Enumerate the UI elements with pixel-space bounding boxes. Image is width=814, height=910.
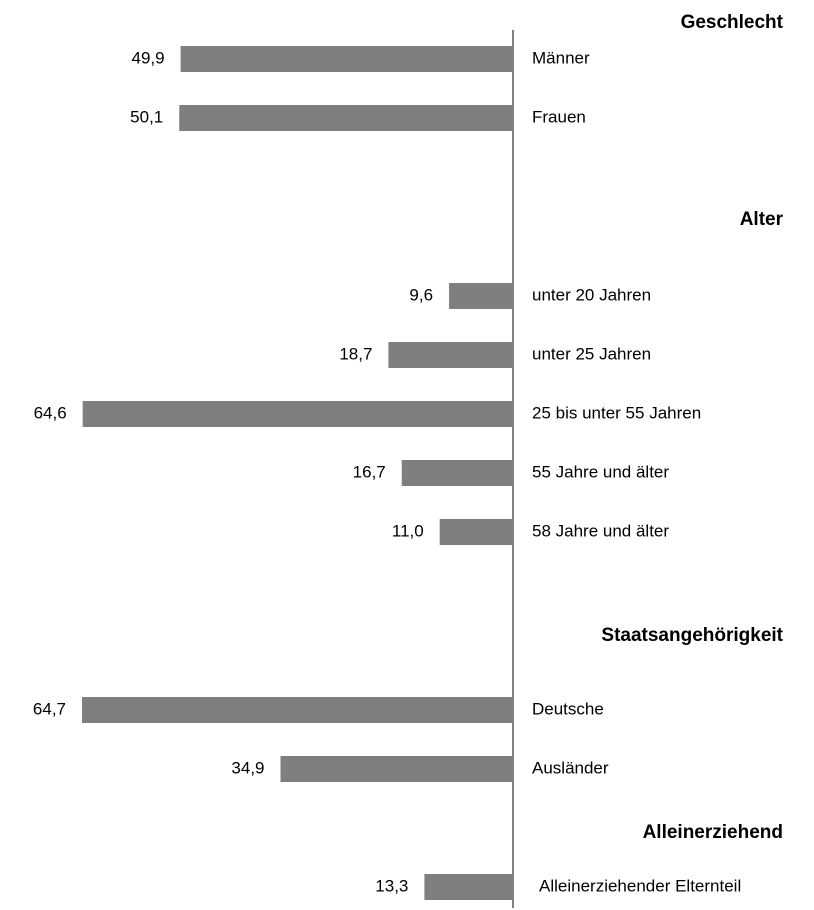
category-label: Deutsche bbox=[532, 699, 604, 718]
value-label: 11,0 bbox=[392, 521, 424, 540]
value-label: 9,6 bbox=[409, 285, 433, 304]
bar bbox=[439, 519, 513, 545]
value-label: 49,9 bbox=[131, 48, 164, 67]
value-label: 13,3 bbox=[375, 876, 408, 895]
value-label: 64,6 bbox=[34, 403, 67, 422]
group-title: Alleinerziehend bbox=[643, 822, 783, 843]
category-label: unter 20 Jahren bbox=[532, 285, 651, 304]
category-label: 58 Jahre und älter bbox=[532, 521, 669, 540]
value-label: 18,7 bbox=[339, 344, 372, 363]
bar bbox=[82, 401, 514, 427]
group-title: Geschlecht bbox=[681, 12, 784, 33]
bar bbox=[388, 342, 513, 368]
chart-marks: Geschlecht 49,9 Männer 50,1 Frauen Alter 9,6 un… bbox=[33, 12, 784, 900]
group-title: Alter bbox=[740, 209, 784, 230]
bar bbox=[179, 105, 513, 131]
category-label: Ausländer bbox=[532, 758, 609, 777]
category-label: Frauen bbox=[532, 107, 586, 126]
category-label: Alleinerziehender Elternteil bbox=[539, 876, 741, 895]
bar bbox=[180, 46, 513, 72]
value-label: 16,7 bbox=[353, 462, 386, 481]
category-label: 25 bis unter 55 Jahren bbox=[532, 403, 701, 422]
bar bbox=[449, 283, 513, 309]
value-label: 50,1 bbox=[130, 107, 163, 126]
category-label: unter 25 Jahren bbox=[532, 344, 651, 363]
bar bbox=[424, 874, 513, 900]
bar bbox=[401, 460, 513, 486]
category-label: Männer bbox=[532, 48, 590, 67]
category-label: 55 Jahre und älter bbox=[532, 462, 669, 481]
bar bbox=[82, 697, 513, 723]
value-label: 34,9 bbox=[231, 758, 264, 777]
value-label: 64,7 bbox=[33, 699, 66, 718]
bar bbox=[280, 756, 513, 782]
group-title: Staatsangehörigkeit bbox=[601, 625, 783, 646]
